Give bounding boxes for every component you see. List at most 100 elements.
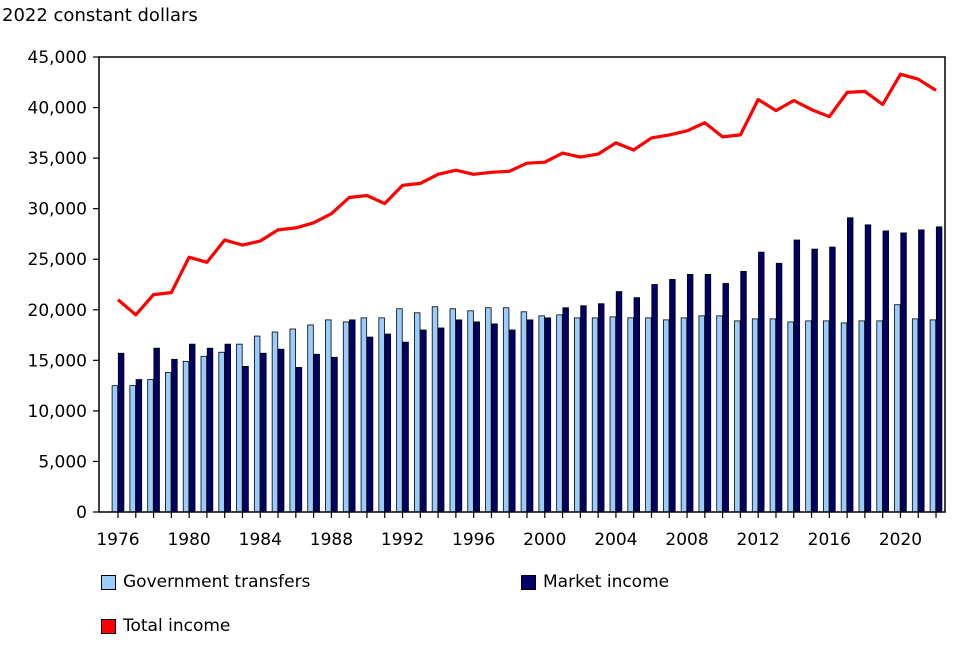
bar-government-transfers: [591, 317, 599, 513]
bar-market-income: [437, 327, 445, 513]
bar-market-income: [242, 365, 249, 513]
bar-government-transfers: [609, 316, 617, 513]
bar-government-transfers: [787, 321, 794, 513]
bar-government-transfers: [342, 321, 350, 513]
bar-market-income: [366, 336, 374, 513]
bar-government-transfers: [680, 317, 688, 513]
y-tick-label: 35,000: [28, 149, 87, 169]
bar-market-income: [811, 248, 818, 513]
bar-market-income: [829, 246, 836, 513]
bar-market-income: [775, 262, 783, 513]
bar-government-transfers: [556, 314, 563, 513]
bar-government-transfers: [218, 351, 225, 513]
x-tick-label: 2016: [808, 530, 851, 550]
bar-government-transfers: [716, 315, 723, 513]
line-total-income: [116, 72, 937, 317]
bar-market-income: [864, 224, 872, 513]
y-tick-label: 40,000: [28, 99, 87, 119]
bar-market-income: [402, 341, 409, 513]
bar-market-income: [935, 226, 943, 513]
bar-government-transfers: [165, 372, 172, 513]
bar-market-income: [526, 319, 534, 513]
bar-market-income: [847, 217, 854, 513]
y-tick-label: 20,000: [28, 301, 87, 321]
legend-label-government-transfers: Government transfers: [123, 572, 311, 592]
x-tick-label: 2004: [594, 530, 637, 550]
bar-market-income: [491, 323, 498, 513]
bar-government-transfers: [253, 335, 261, 513]
bar-market-income: [135, 379, 143, 513]
bar-market-income: [473, 321, 480, 513]
legend-label-market-income: Market income: [543, 572, 670, 592]
bar-market-income: [580, 305, 587, 513]
x-tick-label: 1992: [381, 530, 424, 550]
bar-market-income: [882, 230, 889, 513]
bar-government-transfers: [378, 317, 385, 513]
bar-market-income: [598, 303, 605, 513]
bar-government-transfers: [485, 307, 492, 513]
bar-government-transfers: [805, 320, 812, 513]
bar-government-transfers: [289, 328, 296, 513]
bar-market-income: [615, 291, 623, 513]
legend-label-total-income: Total income: [123, 616, 231, 636]
y-tick-label: 30,000: [28, 200, 87, 220]
bar-market-income: [455, 319, 463, 513]
bar-market-income: [313, 353, 320, 513]
bar-government-transfers: [467, 310, 474, 513]
bar-market-income: [171, 358, 178, 513]
x-tick-label: 2008: [665, 530, 708, 550]
plot-frame: [98, 56, 946, 513]
y-tick-label: 5,000: [38, 452, 87, 472]
bar-government-transfers: [307, 324, 314, 513]
bar-market-income: [900, 232, 907, 513]
legend-swatch-total-income: [101, 618, 116, 634]
x-tick-label: 1980: [167, 530, 210, 550]
bar-market-income: [349, 319, 356, 513]
bar-market-income: [295, 367, 303, 513]
bar-government-transfers: [929, 319, 937, 513]
bar-government-transfers: [502, 307, 510, 513]
y-tick-label: 10,000: [28, 402, 87, 422]
bar-government-transfers: [698, 315, 705, 513]
bar-market-income: [544, 317, 552, 513]
bar-market-income: [153, 347, 160, 513]
bar-market-income: [686, 273, 694, 513]
legend-swatch-market-income: [521, 574, 536, 590]
bar-market-income: [260, 352, 267, 513]
bar-government-transfers: [823, 320, 830, 513]
x-axis: 1976 1980 1984 1988 1992 1996 2000 2004 2008 2012…: [96, 512, 937, 550]
legend-item-total-income: Total income: [101, 616, 230, 636]
bar-market-income: [669, 279, 676, 513]
bar-market-income: [331, 356, 338, 513]
bar-government-transfers: [325, 319, 332, 513]
bar-government-transfers: [200, 355, 208, 513]
bar-government-transfers: [360, 317, 368, 513]
y-tick-label: 0: [76, 503, 87, 523]
bar-government-transfers: [876, 320, 883, 513]
bar-government-transfers: [645, 317, 652, 513]
bar-government-transfers: [538, 315, 545, 513]
bar-market-income: [722, 283, 729, 513]
bar-government-transfers: [574, 317, 581, 513]
bar-government-transfers: [769, 318, 777, 513]
x-tick-label: 2012: [737, 530, 780, 550]
bar-government-transfers: [894, 304, 901, 513]
bar-government-transfers: [840, 322, 848, 513]
bar-market-income: [206, 347, 214, 513]
bar-market-income: [562, 307, 569, 513]
bar-market-income: [420, 329, 427, 513]
bar-market-income: [277, 348, 285, 513]
bar-government-transfers: [182, 360, 190, 513]
bar-market-income: [704, 273, 712, 513]
y-tick-label: 45,000: [28, 48, 87, 68]
bar-government-transfers: [111, 385, 119, 513]
bar-government-transfers: [431, 306, 439, 513]
y-axis: 0 5,000 10,000 15,000 20,000 25,000 30,000 35,0…: [28, 48, 99, 523]
bar-market-income: [189, 343, 196, 513]
bar-market-income: [758, 251, 765, 513]
bar-market-income: [224, 343, 231, 513]
bar-government-transfers: [734, 320, 741, 513]
bar-market-income: [384, 333, 392, 513]
bar-government-transfers: [858, 320, 865, 513]
